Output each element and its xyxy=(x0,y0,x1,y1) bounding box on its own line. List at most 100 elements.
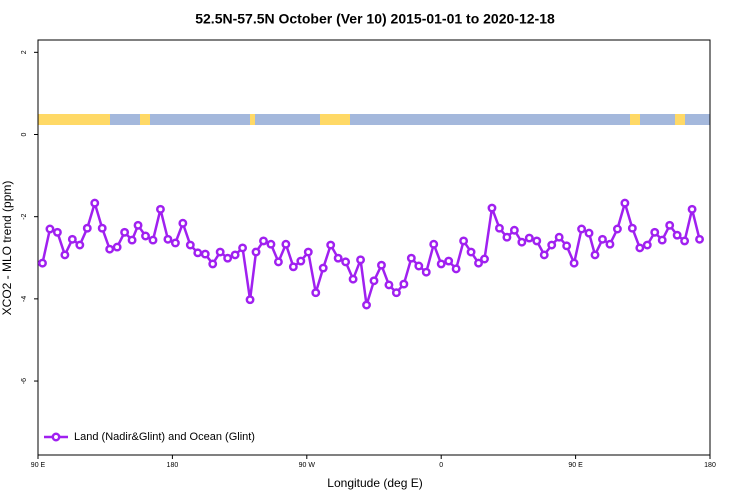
data-point xyxy=(178,218,188,228)
data-point xyxy=(665,220,675,230)
data-point xyxy=(695,234,704,244)
data-point xyxy=(524,233,534,243)
data-point xyxy=(635,243,645,253)
data-point xyxy=(554,232,564,242)
data-point xyxy=(539,250,549,260)
data-point xyxy=(230,250,240,260)
data-point xyxy=(509,225,519,235)
data-point xyxy=(259,236,268,246)
data-point xyxy=(687,204,697,214)
data-point xyxy=(90,198,100,208)
data-point xyxy=(193,248,203,258)
data-point xyxy=(208,259,218,269)
data-point xyxy=(480,254,489,264)
x-tick-label: 180 xyxy=(704,462,716,469)
data-point xyxy=(680,236,690,246)
data-point xyxy=(391,288,401,298)
data-point xyxy=(584,228,594,238)
data-point xyxy=(45,224,55,234)
data-point xyxy=(148,235,158,245)
data-point xyxy=(657,235,667,245)
data-point xyxy=(459,236,469,246)
data-point xyxy=(341,257,351,267)
data-point xyxy=(494,223,504,233)
data-point xyxy=(38,258,47,268)
data-point xyxy=(474,258,483,268)
data-point xyxy=(215,247,225,257)
data-point xyxy=(348,274,358,284)
data-point xyxy=(444,256,454,266)
data-point xyxy=(333,253,343,263)
y-tick-label: -6 xyxy=(21,378,28,384)
data-point xyxy=(120,227,130,237)
data-point xyxy=(362,300,371,310)
data-point xyxy=(356,255,366,265)
data-point xyxy=(429,239,439,249)
data-point xyxy=(517,237,527,247)
legend-label: Land (Nadir&Glint) and Ocean (Glint) xyxy=(74,431,255,443)
data-point xyxy=(627,223,637,233)
y-tick-label: 0 xyxy=(21,132,28,136)
data-point xyxy=(112,242,122,252)
plot-frame xyxy=(37,39,711,456)
data-point xyxy=(141,231,150,241)
data-point xyxy=(266,239,276,249)
data-point xyxy=(642,240,652,250)
data-point xyxy=(612,224,622,234)
data-point xyxy=(238,243,248,253)
data-point xyxy=(163,234,173,244)
data-point xyxy=(414,261,424,271)
data-point xyxy=(598,234,607,244)
data-point xyxy=(466,247,476,257)
data-point xyxy=(650,227,660,237)
x-tick-label: 90 E xyxy=(568,462,583,469)
data-point xyxy=(82,223,92,233)
legend-marker xyxy=(51,432,61,442)
data-point xyxy=(97,223,107,233)
y-tick-label: 2 xyxy=(21,50,28,54)
data-point xyxy=(384,280,394,290)
x-axis-label: Longitude (deg E) xyxy=(327,476,422,490)
data-point xyxy=(105,244,115,254)
data-point xyxy=(311,288,321,298)
data-point xyxy=(605,239,615,249)
data-point xyxy=(590,250,600,260)
data-point xyxy=(200,249,210,259)
y-tick-label: -2 xyxy=(21,213,28,219)
data-point xyxy=(133,220,143,230)
data-point xyxy=(251,247,261,257)
data-point xyxy=(421,267,431,277)
data-point xyxy=(156,204,165,214)
data-point xyxy=(281,239,291,249)
data-point xyxy=(223,253,233,263)
data-point xyxy=(399,279,409,289)
x-tick-label: 90 E xyxy=(31,462,46,469)
x-tick-label: 180 xyxy=(167,462,179,469)
data-point xyxy=(326,240,336,250)
data-point xyxy=(60,250,70,260)
y-tick-label: -4 xyxy=(21,296,28,302)
data-point xyxy=(451,264,461,274)
data-point xyxy=(377,260,386,270)
data-point xyxy=(577,224,587,234)
data-point xyxy=(318,263,328,273)
data-point xyxy=(52,227,62,237)
data-point xyxy=(67,234,77,244)
data-point xyxy=(620,198,630,208)
data-point xyxy=(273,257,283,267)
data-point xyxy=(296,256,306,266)
data-point xyxy=(303,247,313,257)
data-point xyxy=(487,203,497,213)
data-point xyxy=(502,232,512,242)
data-point xyxy=(547,240,557,250)
data-point xyxy=(562,241,572,251)
data-point xyxy=(436,259,446,269)
data-point xyxy=(672,230,682,240)
data-point xyxy=(245,295,255,305)
data-point xyxy=(127,235,137,245)
x-tick-label: 0 xyxy=(439,462,443,469)
y-axis-label: XCO2 - MLO trend (ppm) xyxy=(0,181,14,316)
data-point xyxy=(406,253,416,263)
